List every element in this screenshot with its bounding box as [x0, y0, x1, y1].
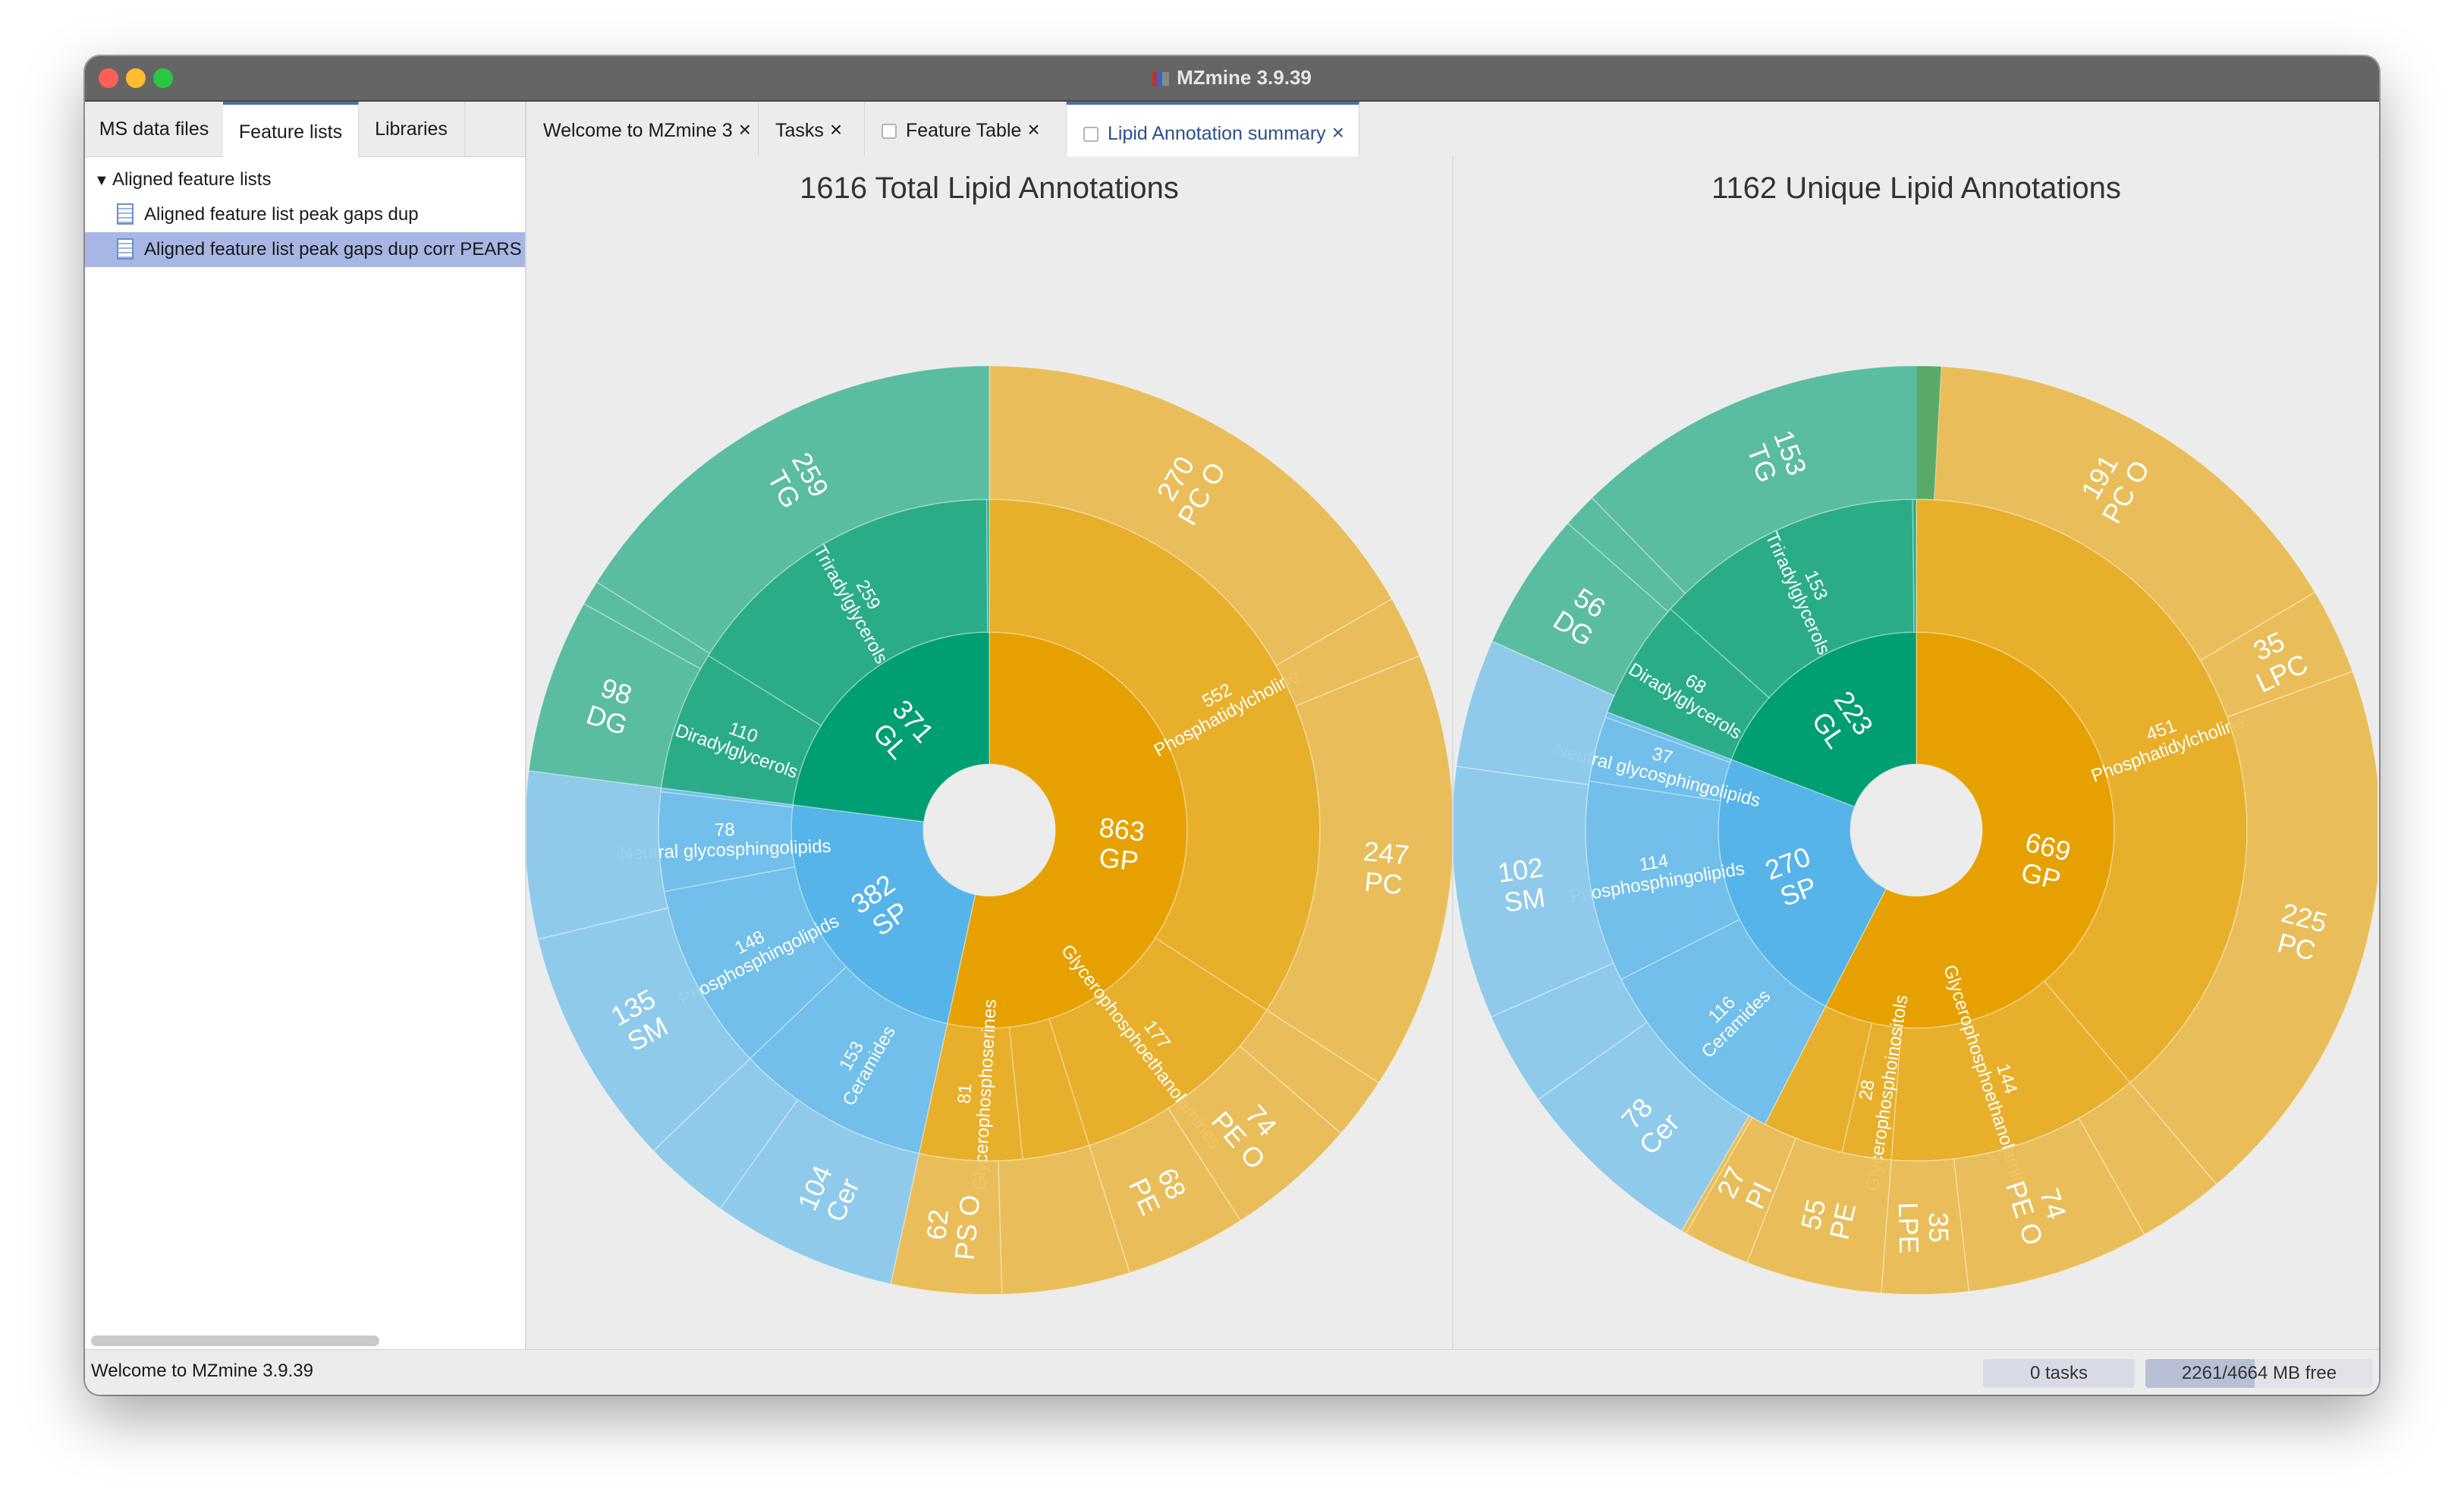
tab-feature-lists[interactable]: Feature lists: [223, 102, 359, 158]
close-tab-icon[interactable]: ×: [1027, 118, 1040, 141]
classes-segment-phosphatidylcholine[interactable]: [988, 499, 1321, 1011]
main-tab-bar: Welcome to MZmine 3 × Tasks × Feature Tabl…: [526, 102, 2379, 157]
tree-item-label: Aligned feature list peak gaps dup: [144, 204, 419, 225]
species-label-pc: 247PC: [1359, 835, 1410, 901]
species-segment-tg[interactable]: [1591, 365, 1942, 595]
memory-label: 2261/4664 MB free: [2181, 1363, 2337, 1383]
tab-label: Welcome to MZmine 3: [543, 120, 733, 141]
tree-item-feature-list[interactable]: Aligned feature list peak gaps dup: [85, 197, 525, 232]
tab-libraries[interactable]: Libraries: [358, 102, 465, 156]
feature-list-icon: [117, 203, 134, 225]
species-segment-other[interactable]: [998, 1144, 1130, 1295]
tree-node-label: Aligned feature lists: [112, 169, 272, 190]
species-label-lpe: 35LPE: [1893, 1201, 1955, 1254]
minimize-window-button[interactable]: [126, 68, 146, 88]
tab-feature-table[interactable]: Feature Table ×: [865, 102, 1067, 156]
species-segment-other[interactable]: [1490, 962, 1648, 1101]
window-title: MZmine 3.9.39: [85, 66, 2379, 90]
species-segment-other[interactable]: [583, 580, 711, 670]
close-tab-icon[interactable]: ×: [829, 118, 843, 141]
maximize-window-button[interactable]: [153, 68, 173, 88]
window-title-text: MZmine 3.9.39: [1177, 66, 1312, 89]
species-segment-other[interactable]: [1680, 1115, 1753, 1235]
tree-node-aligned-feature-lists[interactable]: ▼ Aligned feature lists: [85, 162, 525, 197]
species-segment-pi[interactable]: [1685, 1116, 1797, 1263]
tab-checkbox[interactable]: [882, 124, 897, 139]
species-segment-tg[interactable]: [596, 365, 990, 655]
app-logo-icon: [1152, 72, 1170, 86]
horizontal-scrollbar[interactable]: [91, 1336, 379, 1346]
classes-segment-ceramides[interactable]: [1620, 918, 1827, 1125]
center-label-gp: 863GP: [1095, 811, 1146, 877]
classes-segment-ceramides[interactable]: [749, 966, 948, 1154]
tree-item-feature-list-selected[interactable]: Aligned feature list peak gaps dup corr …: [85, 232, 525, 267]
close-window-button[interactable]: [99, 68, 118, 88]
sunburst-total: 863GP382SP371GL552Phosphatidylcholine177…: [526, 365, 1452, 1295]
tab-label: Tasks: [775, 120, 824, 141]
title-bar: MZmine 3.9.39: [85, 56, 2379, 102]
left-tab-bar: MS data files Feature lists Libraries: [85, 102, 525, 158]
main-panel: Welcome to MZmine 3 × Tasks × Feature Tabl…: [526, 102, 2379, 1349]
memory-usage-fill: [2145, 1359, 2255, 1388]
classes-segment-glycerophosphoethanolamines[interactable]: [1048, 937, 1268, 1147]
status-message: Welcome to MZmine 3.9.39: [91, 1361, 314, 1381]
species-segment-lpc[interactable]: [2199, 591, 2354, 718]
tab-label: Lipid Annotation summary: [1108, 123, 1326, 144]
app-window: MZmine 3.9.39 MS data files Feature list…: [85, 56, 2379, 1395]
chart-title-unique: 1162 Unique Lipid Annotations: [1711, 171, 2121, 205]
expand-triangle-icon[interactable]: ▼: [94, 172, 109, 189]
classes-segment-other[interactable]: [1008, 1018, 1090, 1160]
close-tab-icon[interactable]: ×: [1331, 121, 1345, 144]
sunburst-center-hole: [1850, 764, 1982, 896]
lipid-summary-charts: 1616 Total Lipid Annotations 1162 Unique…: [526, 156, 2378, 1349]
species-segment-pc-o[interactable]: [1916, 365, 2316, 662]
species-label-pe: 55PE: [1794, 1194, 1862, 1243]
tab-label: Feature Table: [906, 120, 1022, 141]
tree-item-label: Aligned feature list peak gaps dup corr …: [144, 239, 522, 260]
species-segment-cer[interactable]: [719, 1099, 920, 1285]
species-segment-pc[interactable]: [2129, 670, 2378, 1185]
tab-lipid-annotation-summary[interactable]: Lipid Annotation summary ×: [1067, 102, 1359, 156]
memory-indicator[interactable]: 2261/4664 MB free: [2145, 1359, 2373, 1388]
species-segment-other[interactable]: [1239, 1009, 1380, 1134]
classes-segment-glycerophosphoethanolamines[interactable]: [1890, 980, 2131, 1162]
species-segment-pc-o[interactable]: [988, 365, 1393, 667]
feature-list-tree: ▼ Aligned feature lists Aligned feature l…: [85, 162, 525, 267]
close-tab-icon[interactable]: ×: [738, 118, 751, 141]
classes-segment-neutral-glycosphingolipids[interactable]: [658, 791, 796, 892]
classes-segment-other[interactable]: [1912, 499, 1917, 633]
tab-welcome[interactable]: Welcome to MZmine 3 ×: [526, 102, 759, 156]
classes-segment-other[interactable]: [1604, 711, 1733, 763]
species-segment-cer[interactable]: [1537, 1021, 1750, 1232]
species-segment-pc[interactable]: [1265, 655, 1452, 1084]
tab-tasks[interactable]: Tasks ×: [759, 102, 865, 156]
status-bar: Welcome to MZmine 3.9.39 0 tasks 2261/46…: [85, 1349, 2379, 1395]
species-segment-other[interactable]: [2078, 1081, 2217, 1236]
project-panel: MS data files Feature lists Libraries ▼ A…: [85, 102, 526, 1349]
species-segment-sm[interactable]: [1454, 766, 1614, 1018]
feature-list-icon: [117, 238, 134, 260]
classes-segment-other[interactable]: [660, 787, 794, 808]
tab-checkbox[interactable]: [1083, 127, 1098, 142]
task-counter[interactable]: 0 tasks: [1983, 1359, 2135, 1388]
sunburst-center-hole: [923, 764, 1055, 896]
species-segment-other[interactable]: [1567, 496, 1686, 612]
species-segment-dg[interactable]: [528, 602, 702, 789]
tab-ms-data-files[interactable]: MS data files: [85, 102, 224, 156]
chart-divider: [1452, 156, 1454, 1349]
species-segment-pe-o[interactable]: [1167, 1045, 1342, 1222]
classes-segment-other[interactable]: [985, 499, 990, 633]
species-segment-other[interactable]: [652, 1057, 799, 1210]
chart-title-total: 1616 Total Lipid Annotations: [800, 171, 1179, 205]
classes-segment-glycerophosphoinositols[interactable]: [1840, 1022, 1903, 1161]
species-label-ps-o: 62PS O: [919, 1191, 985, 1261]
species-label-sm: 102SM: [1496, 851, 1550, 918]
classes-segment-phosphatidylcholine[interactable]: [1916, 499, 2248, 1084]
